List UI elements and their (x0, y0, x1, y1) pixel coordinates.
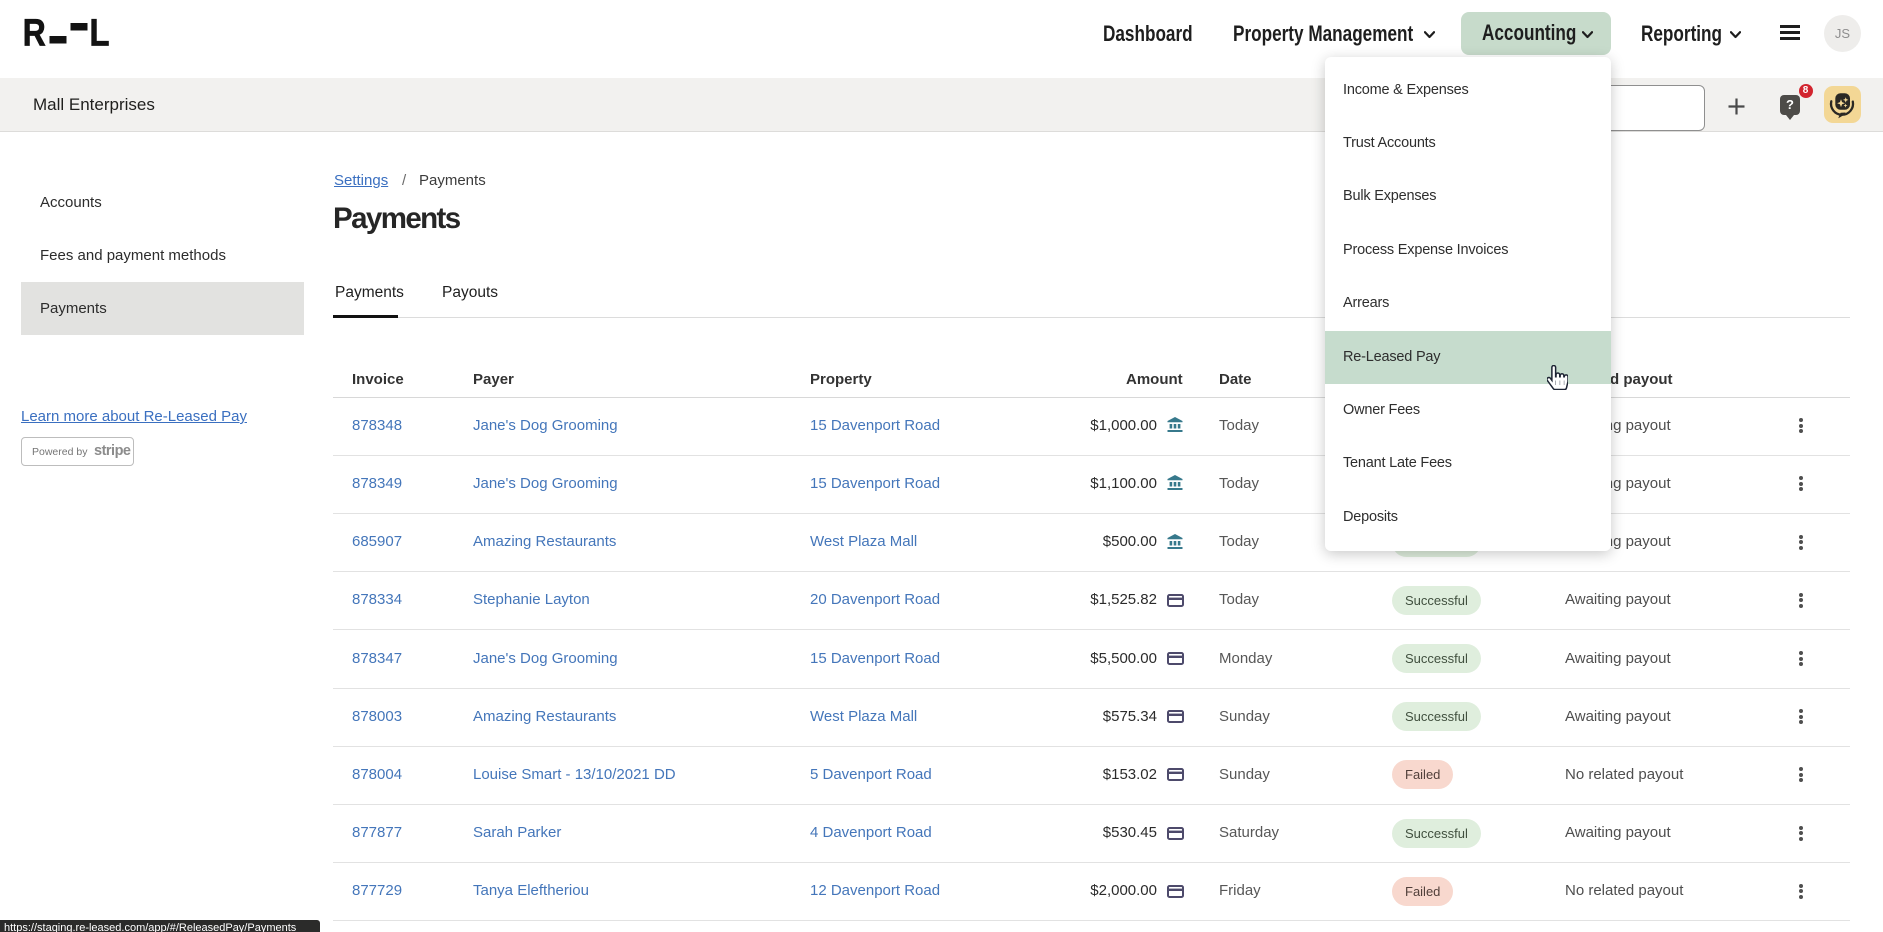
svg-text:R: R (24, 16, 46, 48)
svg-text:L: L (90, 16, 110, 48)
